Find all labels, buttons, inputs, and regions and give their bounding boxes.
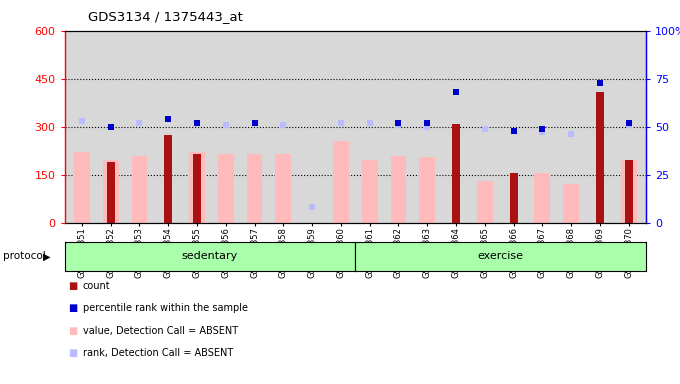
Text: ■: ■ (68, 348, 78, 358)
Bar (164, 135, 172, 223)
Bar (131, 156, 148, 223)
Bar (74, 152, 90, 223)
Bar (452, 124, 460, 223)
Bar (218, 154, 234, 223)
Bar (420, 157, 435, 223)
Text: exercise: exercise (477, 251, 524, 262)
Bar (333, 141, 349, 223)
Bar (596, 91, 604, 223)
Text: ▶: ▶ (43, 251, 50, 262)
Text: sedentary: sedentary (182, 251, 238, 262)
Bar (193, 154, 201, 223)
Bar (534, 173, 550, 223)
Text: GDS3134 / 1375443_at: GDS3134 / 1375443_at (88, 10, 243, 23)
Bar (107, 162, 115, 223)
Bar (621, 161, 636, 223)
Text: percentile rank within the sample: percentile rank within the sample (83, 303, 248, 313)
Text: ■: ■ (68, 326, 78, 336)
Bar (103, 161, 118, 223)
Bar (509, 173, 517, 223)
Text: ■: ■ (68, 281, 78, 291)
Bar (563, 184, 579, 223)
Bar (390, 156, 407, 223)
Bar (247, 154, 262, 223)
Text: protocol: protocol (3, 251, 46, 262)
Bar (362, 161, 377, 223)
Text: count: count (83, 281, 111, 291)
Bar (275, 154, 291, 223)
Text: ■: ■ (68, 303, 78, 313)
Bar (625, 161, 633, 223)
Text: value, Detection Call = ABSENT: value, Detection Call = ABSENT (83, 326, 238, 336)
Bar (189, 152, 205, 223)
Text: rank, Detection Call = ABSENT: rank, Detection Call = ABSENT (83, 348, 233, 358)
Bar (477, 181, 493, 223)
